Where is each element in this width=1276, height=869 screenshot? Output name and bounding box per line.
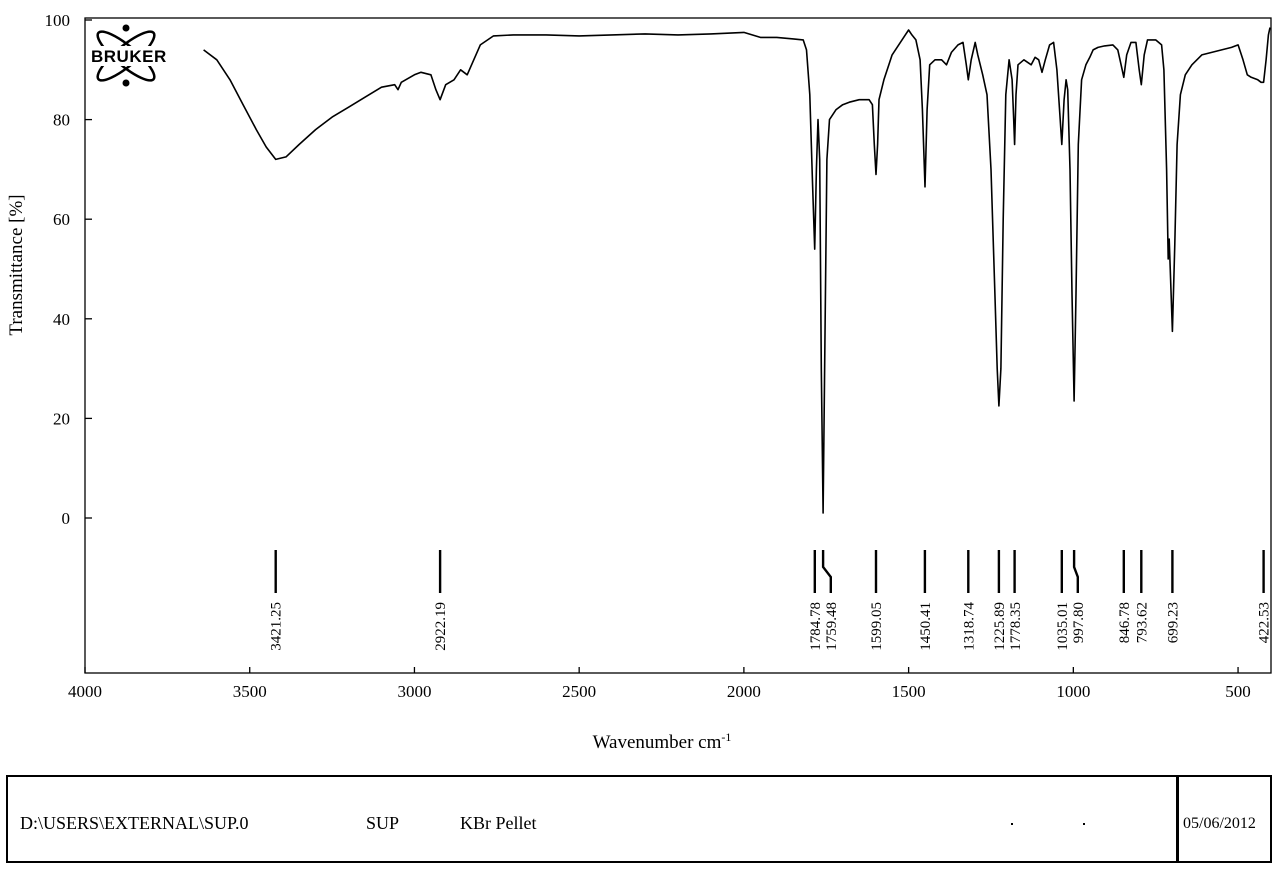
x-tick-label: 3500 <box>233 682 267 701</box>
footer-info-box: D:\USERS\EXTERNAL\SUP.0 SUP KBr Pellet 0… <box>6 775 1272 863</box>
peak-label: 1759.48 <box>824 602 840 651</box>
peak-label: 1784.78 <box>808 602 824 651</box>
peak-marker-line <box>821 550 832 593</box>
x-tick-label: 2000 <box>727 682 761 701</box>
peak-label: 1225.89 <box>992 602 1008 651</box>
peak-label: 2922.19 <box>433 602 449 651</box>
x-tick-label: 1500 <box>892 682 926 701</box>
plot-frame <box>84 17 1272 674</box>
x-axis-title-superscript: -1 <box>721 730 731 744</box>
x-tick-label: 3000 <box>397 682 431 701</box>
y-tick-label: 20 <box>53 409 70 428</box>
y-tick-label: 40 <box>53 310 70 329</box>
plot-border <box>84 17 1272 674</box>
y-tick-label: 80 <box>53 111 70 130</box>
y-tick-label: 0 <box>62 509 71 528</box>
peak-label: 793.62 <box>1134 602 1150 643</box>
y-axis-ticks: 0 20 40 60 80 100 <box>45 11 92 528</box>
sample-name: SUP <box>366 813 400 833</box>
peak-label: 1318.74 <box>961 602 977 651</box>
footer-divider <box>1176 777 1179 861</box>
peak-label: 846.78 <box>1117 602 1133 643</box>
peak-label: 3421.25 <box>269 602 285 651</box>
x-tick-label: 1000 <box>1056 682 1090 701</box>
peak-label: 1035.01 <box>1055 602 1071 651</box>
ir-spectrum-chart: 0 20 40 60 80 100 4000 3500 3000 2500 2000 1500 100… <box>6 11 1273 753</box>
sample-method: KBr Pellet <box>460 813 537 833</box>
peak-markers: 3421.25 2922.19 1784.78 1759.48 1599.05 1450.… <box>269 550 1273 651</box>
peak-label: 1599.05 <box>869 602 885 651</box>
measurement-date: 05/06/2012 <box>1183 815 1256 832</box>
y-tick-label: 100 <box>45 11 71 30</box>
spectrum-line <box>203 27 1271 514</box>
y-tick-label: 60 <box>53 210 70 229</box>
y-axis-title: Transmittance [%] <box>6 194 27 335</box>
peak-label: 1450.41 <box>918 602 934 651</box>
peak-label: 422.53 <box>1257 602 1273 643</box>
footer-dot <box>1011 823 1013 825</box>
file-path: D:\USERS\EXTERNAL\SUP.0 <box>20 813 249 833</box>
x-tick-label: 500 <box>1225 682 1251 701</box>
peak-label: 1778.35 <box>1008 602 1024 651</box>
x-axis-title: Wavenumber cm-1 <box>593 730 732 753</box>
bruker-logo: BRUKER <box>91 24 197 87</box>
x-tick-label: 4000 <box>68 682 102 701</box>
footer-dot <box>1083 823 1085 825</box>
x-axis-title-text: Wavenumber cm <box>593 732 722 753</box>
x-tick-label: 2500 <box>562 682 596 701</box>
peak-label: 997.80 <box>1071 602 1087 643</box>
peak-label: 699.23 <box>1165 602 1181 643</box>
x-axis-ticks: 4000 3500 3000 2500 2000 1500 1000 500 <box>68 667 1251 701</box>
series-group <box>203 27 1271 514</box>
logo-text: BRUKER <box>91 47 167 66</box>
peak-marker-line <box>1072 550 1079 593</box>
